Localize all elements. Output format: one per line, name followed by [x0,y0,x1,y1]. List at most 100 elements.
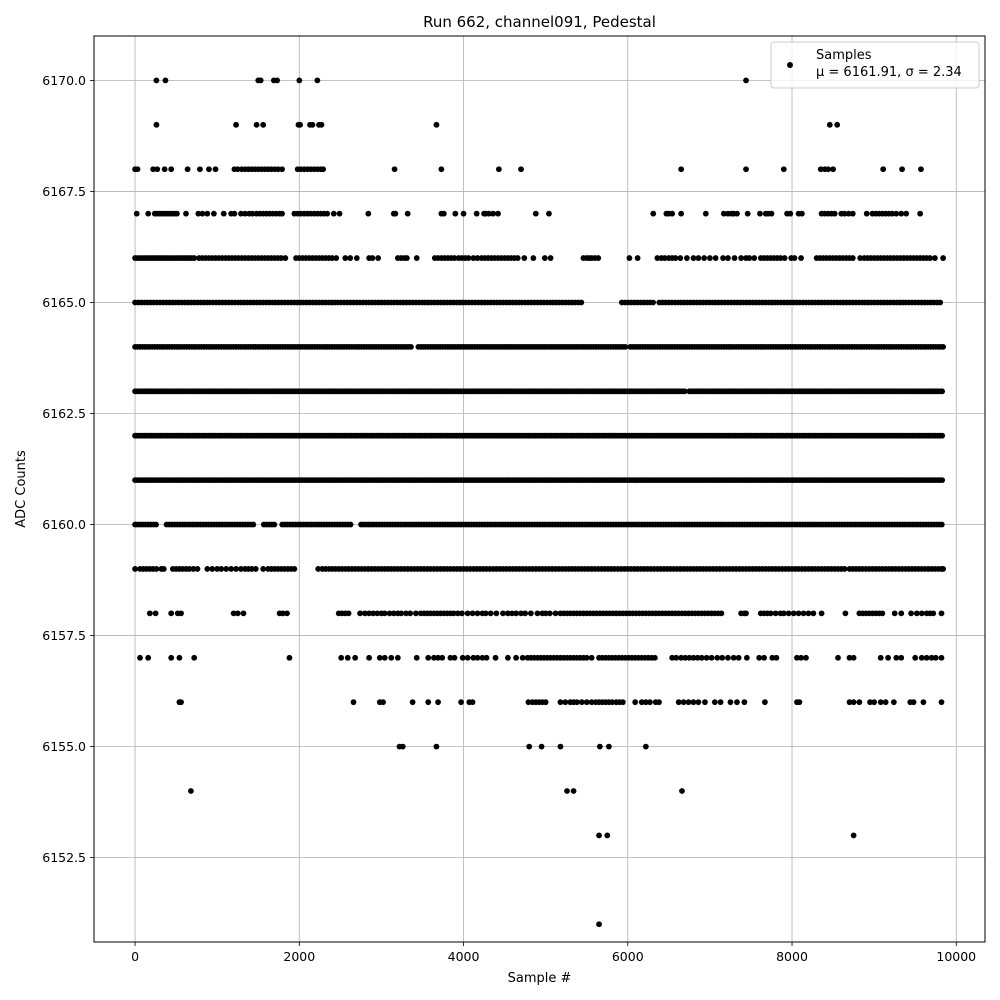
x-tick-label: 4000 [448,949,480,964]
x-tick-label: 0 [131,949,139,964]
data-point [791,255,798,261]
data-point [877,654,884,661]
data-point [242,210,249,217]
data-point [743,77,749,84]
data-point [913,610,920,617]
data-point [785,610,792,617]
y-tick-label: 6162.5 [42,406,86,421]
data-point [184,166,191,173]
data-point [178,699,184,706]
data-point [885,654,891,661]
data-point [738,255,745,261]
data-point [773,654,780,661]
data-point [546,210,552,217]
data-point [777,255,784,261]
data-point [450,610,457,617]
x-tick-label: 10000 [936,949,976,964]
data-point [940,255,947,261]
data-point [850,832,857,839]
data-point [275,166,281,173]
data-point [719,654,726,661]
data-point [595,255,602,261]
data-point [547,255,554,261]
data-point [525,699,532,706]
data-point [435,654,441,661]
data-point [253,121,260,128]
data-point [918,610,925,617]
data-point [380,699,386,706]
data-point [413,654,420,661]
x-tick-label: 2000 [283,949,315,964]
data-point [233,121,239,128]
data-point [534,610,541,617]
data-point [890,699,897,706]
data-point [746,255,753,261]
data-point [274,77,281,84]
data-point [619,699,626,706]
data-point [800,610,807,617]
data-point [133,210,140,217]
data-point [564,788,570,794]
data-point [233,566,239,572]
data-point [686,654,693,661]
legend-marker [787,62,793,68]
x-tick-label: 8000 [776,949,808,964]
data-point [381,610,388,617]
data-point [474,255,481,261]
data-point [153,121,160,128]
data-point [188,788,194,794]
data-point [734,699,740,706]
data-point [680,699,687,706]
data-point [642,699,649,706]
data-point [596,743,603,750]
data-point [675,699,682,706]
data-point [248,566,255,572]
legend: Samples μ = 6161.91, σ = 2.34 [770,41,980,89]
data-point [413,255,420,261]
data-point [146,610,153,617]
legend-stats: μ = 6161.91, σ = 2.34 [816,65,962,80]
data-point [780,610,787,617]
data-point [893,654,900,661]
data-point [918,166,924,173]
data-point [790,610,797,617]
data-point [842,610,849,617]
data-point [357,610,363,617]
data-point [342,255,349,261]
data-point [725,255,731,261]
data-point [831,210,838,217]
data-point [154,166,161,173]
data-point [398,610,405,617]
data-point [483,654,490,661]
data-point [939,388,946,395]
data-point [578,699,585,706]
data-point [329,255,336,261]
data-point [176,654,183,661]
data-point [604,832,611,839]
y-axis-title: ADC Counts [14,450,29,528]
data-point [798,210,805,217]
data-point [690,654,697,661]
data-point [206,166,212,173]
data-point [794,654,800,661]
data-point [218,566,225,572]
data-point [910,699,917,706]
data-point [399,743,406,750]
data-point [714,654,721,661]
data-point [826,121,833,128]
data-point [345,610,352,617]
data-point [145,210,152,217]
data-point [238,566,244,572]
data-point [278,255,285,261]
data-point [780,166,787,173]
data-point [573,699,580,706]
data-point [818,610,825,617]
data-point [407,610,414,617]
data-point [210,210,217,217]
data-point [362,610,368,617]
data-point [431,654,437,661]
data-point [656,699,662,706]
data-point [731,255,738,261]
data-point [938,521,945,528]
